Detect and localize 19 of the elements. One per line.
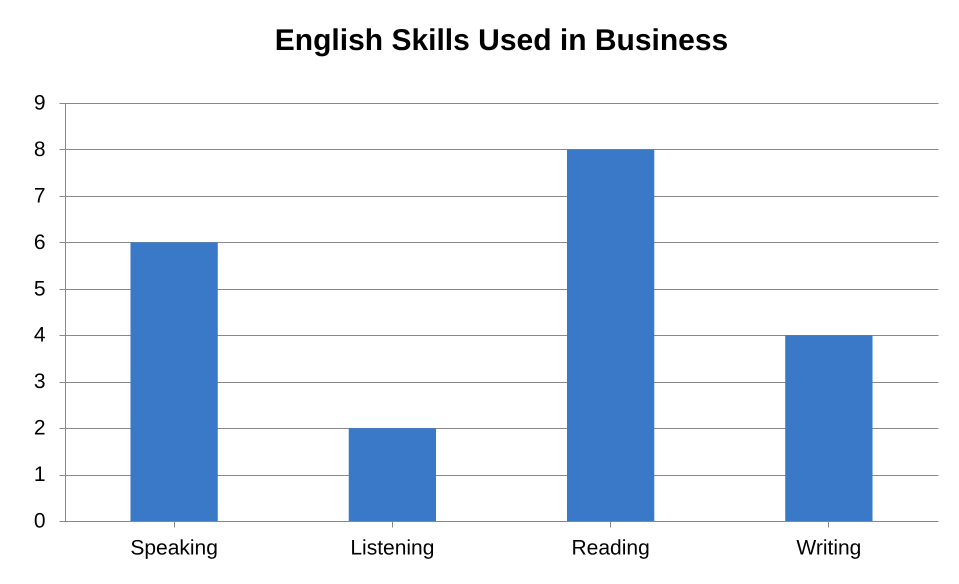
y-tick-label: 7	[34, 184, 46, 208]
bar	[130, 242, 218, 521]
x-tick-label: Speaking	[130, 536, 218, 560]
bar	[785, 335, 873, 521]
y-tick-label: 9	[34, 92, 46, 114]
bar	[348, 428, 436, 521]
y-tick-label: 4	[34, 324, 46, 347]
y-tick-label: 0	[34, 510, 46, 532]
y-tick-label: 1	[34, 463, 46, 486]
bar	[566, 149, 654, 521]
y-tick-label: 3	[34, 370, 46, 394]
x-tick-label: Reading	[572, 536, 650, 560]
x-tick-label: Writing	[796, 536, 862, 560]
y-tick-label: 2	[34, 416, 46, 440]
chart-title: English Skills Used in Business	[274, 24, 728, 57]
x-tick-label: Listening	[350, 536, 434, 560]
y-tick-label: 6	[34, 230, 46, 254]
y-tick-label: 5	[34, 277, 46, 300]
y-tick-label: 8	[34, 138, 46, 161]
